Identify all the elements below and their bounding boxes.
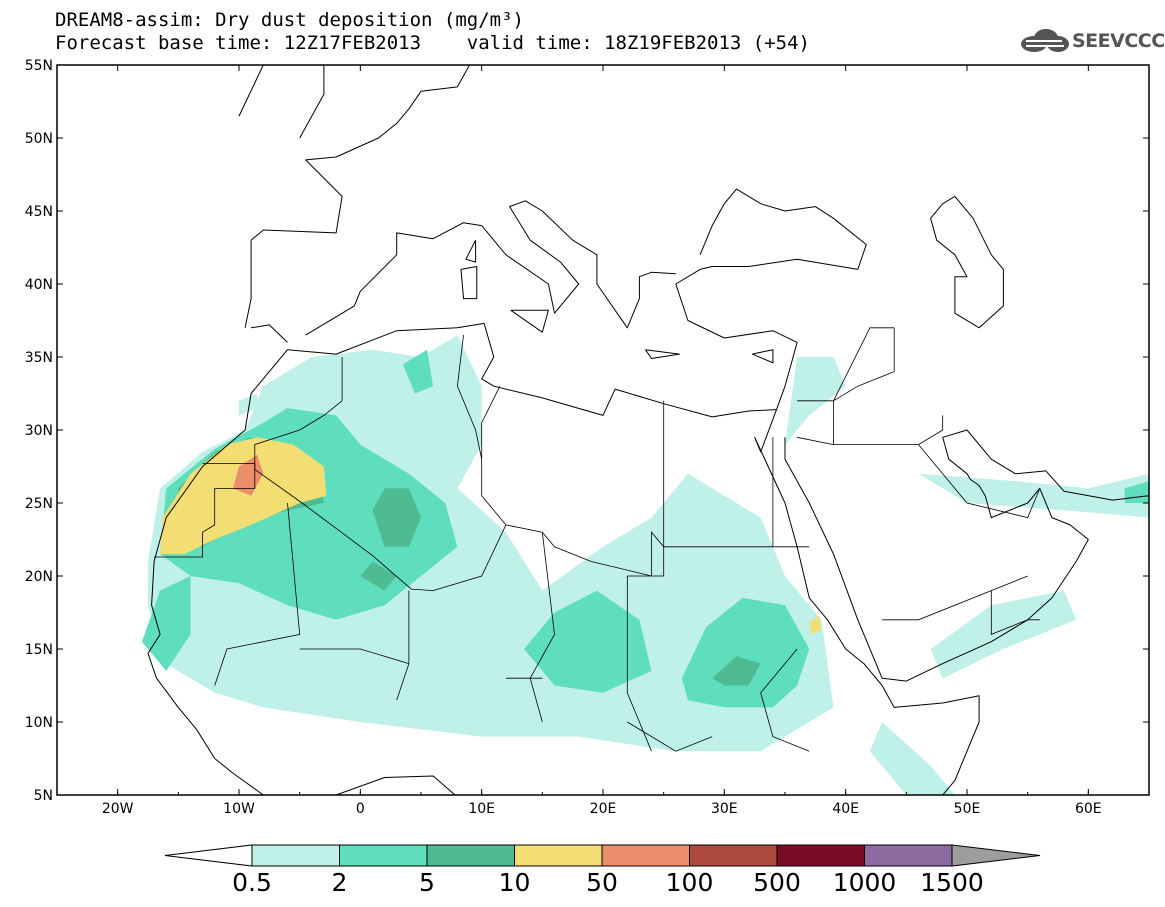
lon-tick-label: 10W xyxy=(223,801,255,817)
coastline xyxy=(147,561,264,795)
coastline xyxy=(930,195,1004,329)
lon-tick-label: 60E xyxy=(1075,801,1102,817)
coastline xyxy=(465,239,477,263)
border-line xyxy=(990,590,1040,635)
seevccc-logo: SEEVCCC xyxy=(1072,30,1165,52)
colorbar-label: 1000 xyxy=(832,868,897,897)
lat-tick-label: 25N xyxy=(25,496,53,512)
coastline xyxy=(460,266,478,300)
colorbar-swatch xyxy=(426,844,515,867)
coastline xyxy=(752,349,774,364)
lon-tick-label: 0 xyxy=(356,801,365,817)
dust-region-level-4 xyxy=(809,615,822,635)
lon-tick-label: 20E xyxy=(590,801,617,817)
border-line xyxy=(833,415,944,446)
coastline xyxy=(699,188,867,270)
lon-tick-label: 20W xyxy=(102,801,134,817)
coastline xyxy=(335,775,456,795)
border-line xyxy=(202,463,665,592)
colorbar xyxy=(164,844,1041,867)
map-title-line1: DREAM8-assim: Dry dust deposition (mg/m³… xyxy=(55,9,524,31)
border-line xyxy=(529,532,555,723)
coastline xyxy=(510,309,549,333)
colorbar-label: 2 xyxy=(331,868,348,897)
colorbar-under-arrow xyxy=(164,844,253,867)
coastlines xyxy=(147,65,1149,795)
border-line xyxy=(456,335,483,460)
border-line xyxy=(626,400,665,752)
border-line xyxy=(797,327,895,402)
lat-tick-label: 45N xyxy=(25,204,53,220)
dust-region-level-2 xyxy=(681,597,810,708)
lon-tick-label: 10E xyxy=(468,801,495,817)
lat-tick-label: 15N xyxy=(25,642,53,658)
deposition-contours xyxy=(141,335,1149,795)
colorbar-over-arrow xyxy=(951,844,1041,867)
coastline xyxy=(299,65,325,139)
lat-tick-label: 30N xyxy=(25,423,53,439)
lat-tick-label: 5N xyxy=(34,788,53,804)
coastline xyxy=(244,65,470,328)
coastline xyxy=(645,349,680,359)
colorbar-label: 500 xyxy=(753,868,801,897)
coastline xyxy=(712,258,858,270)
coastline xyxy=(784,437,883,679)
lat-tick-label: 35N xyxy=(25,350,53,366)
border-line xyxy=(299,648,410,664)
border-line xyxy=(154,463,256,558)
border-line xyxy=(254,400,343,464)
dust-region-level-5 xyxy=(232,454,264,496)
dust-region-level-1 xyxy=(239,393,258,416)
border-line xyxy=(833,327,895,402)
dust-region-level-3 xyxy=(712,656,761,686)
colorbar-swatch xyxy=(514,844,603,867)
colorbar-swatch xyxy=(689,844,778,867)
colorbar-swatch xyxy=(601,844,690,867)
dust-region-level-3 xyxy=(360,561,397,591)
axis-ticks: 20W 10W 0 10E 20E 30E 40E 50E 60E 55N 50N 45N 40N 35N… xyxy=(25,58,1150,817)
dust-region-level-3 xyxy=(372,488,421,547)
lat-tick-label: 10N xyxy=(25,715,53,731)
country-borders xyxy=(154,327,1041,752)
lat-tick-label: 20N xyxy=(25,569,53,585)
dust-region-level-1 xyxy=(869,722,955,795)
lat-tick-label: 55N xyxy=(25,58,53,74)
colorbar-swatch xyxy=(339,844,428,867)
dust-region-level-4 xyxy=(160,437,327,555)
border-line xyxy=(481,386,507,526)
colorbar-label: 50 xyxy=(586,868,618,897)
coastline xyxy=(153,266,798,562)
coastline xyxy=(754,409,980,795)
colorbar-swatch xyxy=(251,844,340,867)
lat-tick-label: 40N xyxy=(25,277,53,293)
coastline xyxy=(396,200,676,329)
dust-region-level-2 xyxy=(141,576,191,671)
colorbar-label: 5 xyxy=(419,868,435,897)
lon-tick-label: 40E xyxy=(832,801,859,817)
border-line xyxy=(627,721,713,752)
colorbar-swatch xyxy=(864,844,953,867)
colorbar-label: 1500 xyxy=(920,868,984,897)
lon-tick-label: 50E xyxy=(954,801,981,817)
coastline xyxy=(251,324,288,343)
border-line xyxy=(214,502,301,686)
dust-region-level-2 xyxy=(524,590,652,693)
border-line xyxy=(760,648,810,752)
coastline xyxy=(238,65,264,117)
colorbar-label: 0.5 xyxy=(232,868,272,897)
coastline xyxy=(882,429,1149,682)
colorbar-swatch xyxy=(776,844,865,867)
lon-tick-label: 30E xyxy=(711,801,738,817)
map-title-line2: Forecast base time: 12Z17FEB2013 valid t… xyxy=(55,32,810,54)
colorbar-label: 100 xyxy=(665,868,714,897)
cloud-icon xyxy=(1021,29,1069,52)
lat-tick-label: 50N xyxy=(25,131,53,147)
colorbar-label: 10 xyxy=(498,868,531,897)
coastline xyxy=(305,254,398,336)
border-line xyxy=(882,575,1028,621)
border-line xyxy=(918,444,1041,519)
dust-region-level-2 xyxy=(402,349,434,394)
